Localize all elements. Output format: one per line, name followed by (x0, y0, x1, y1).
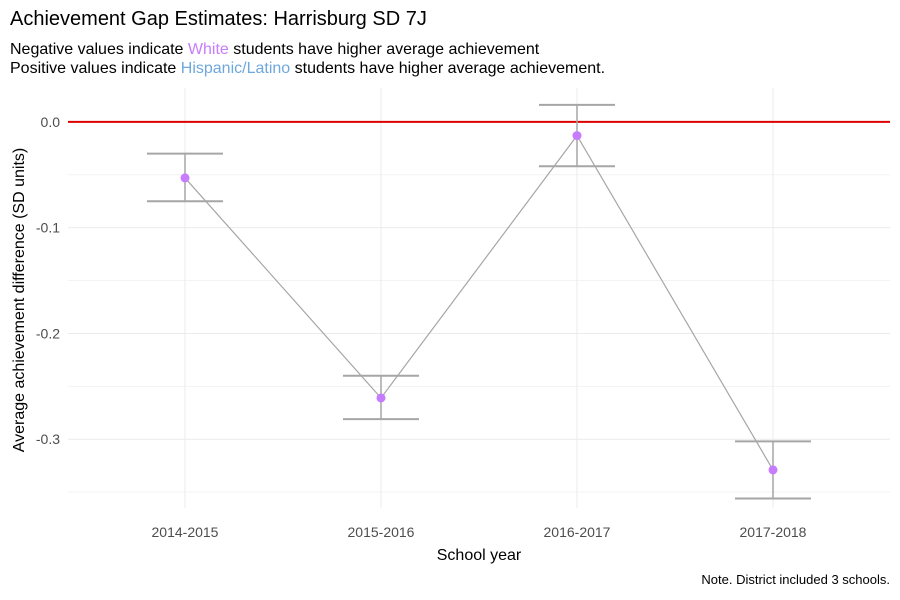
axis-labels-layer: 0.0 -0.1 -0.2 -0.3 2014-2015 2015-2016 2016-20… (36, 114, 807, 540)
points-layer (180, 131, 778, 475)
data-point (180, 173, 190, 183)
error-bars-layer (147, 103, 811, 500)
y-axis-title: Average achievement difference (SD units… (11, 148, 28, 452)
series-line (184, 134, 774, 471)
data-point (768, 465, 778, 475)
subtitle-hispanic-group: Hispanic/Latino (180, 60, 291, 77)
y-tick-label: -0.2 (36, 325, 60, 341)
x-axis-title: School year (437, 547, 522, 564)
series-line-layer (184, 134, 774, 471)
x-tick-label: 2014-2015 (152, 524, 219, 540)
subtitle-line-2-suffix: students have higher average achievement… (290, 60, 606, 77)
y-tick-label: -0.3 (36, 431, 60, 447)
grid-lines (68, 88, 890, 508)
x-tick-label: 2016-2017 (544, 524, 611, 540)
subtitle-white-group: White (187, 41, 229, 58)
subtitle-line-1: Negative values indicate White students … (10, 41, 539, 59)
y-tick-label: 0.0 (41, 114, 61, 130)
x-tick-label: 2017-2018 (740, 524, 807, 540)
subtitle-line-2-prefix: Positive values indicate (10, 60, 181, 77)
x-tick-label: 2015-2016 (348, 524, 415, 540)
subtitle-line-2: Positive values indicate Hispanic/Latino… (10, 60, 605, 78)
data-point (572, 131, 582, 141)
chart-title: Achievement Gap Estimates: Harrisburg SD… (10, 8, 427, 30)
subtitle-line-1-prefix: Negative values indicate (10, 41, 188, 58)
data-point (376, 393, 386, 403)
y-tick-label: -0.1 (36, 220, 60, 236)
footnote: Note. District included 3 schools. (701, 572, 890, 587)
subtitle-line-1-suffix: students have higher average achievement (228, 41, 540, 58)
